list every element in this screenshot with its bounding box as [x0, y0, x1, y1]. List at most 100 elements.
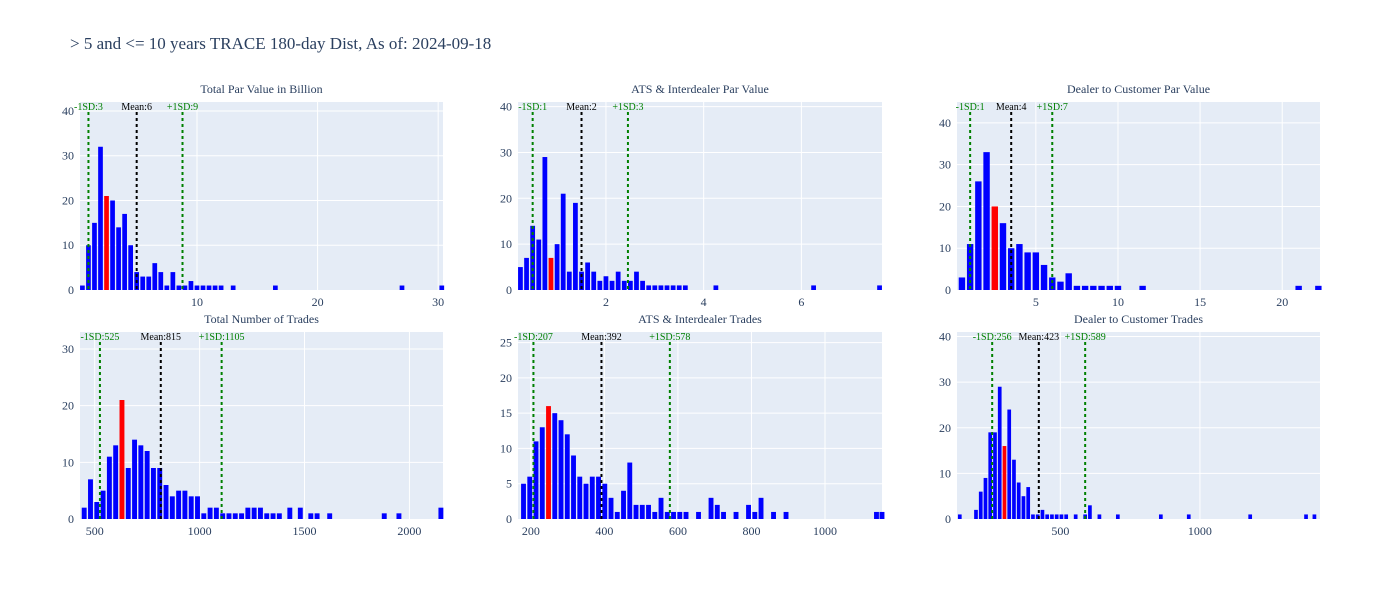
histogram-bar	[1115, 514, 1120, 519]
histogram-bar	[80, 285, 85, 290]
x-tick-label: 1000	[188, 524, 212, 538]
x-tick-label: 500	[1051, 524, 1069, 538]
histogram-bar	[988, 432, 993, 519]
y-tick-label: 10	[500, 237, 512, 251]
chart-panel-4: 0 10 20 30 500 1000 1500 2000 -1SD:525 Mean:815 +1…	[62, 312, 444, 538]
x-tick-label: 10	[1112, 295, 1124, 309]
subplot-title: Total Par Value in Billion	[200, 82, 322, 96]
histogram-bar	[86, 245, 91, 290]
histogram-bar	[287, 507, 293, 519]
histogram-bar	[974, 509, 978, 519]
histogram-bar	[999, 223, 1007, 290]
histogram-bar	[396, 513, 402, 519]
histogram-bar	[533, 441, 539, 519]
y-tick-label: 20	[939, 421, 951, 435]
sd-label: -1SD:256	[973, 332, 1012, 343]
histogram-bar	[1114, 285, 1122, 290]
sd-label: +1SD:9	[167, 102, 198, 113]
histogram-bar	[539, 427, 545, 519]
x-tick-label: 15	[1194, 295, 1206, 309]
histogram-bar	[150, 468, 156, 519]
y-tick-label: 20	[62, 399, 74, 413]
histogram-bar	[1073, 514, 1078, 519]
highlight-bar	[991, 206, 998, 290]
histogram-bar	[746, 504, 751, 519]
histogram-bar	[682, 285, 688, 290]
histogram-bar	[758, 497, 764, 519]
y-tick-label: 30	[62, 342, 74, 356]
histogram-bar	[771, 511, 776, 519]
x-tick-label: 500	[86, 524, 104, 538]
histogram-bar	[1106, 285, 1113, 290]
histogram-bar	[1065, 273, 1072, 290]
y-tick-label: 40	[939, 116, 951, 130]
histogram-bar	[585, 262, 591, 290]
histogram-bar	[1012, 459, 1016, 519]
histogram-bar	[1248, 514, 1253, 519]
histogram-bar	[696, 511, 701, 519]
y-tick-label: 10	[62, 238, 74, 252]
y-tick-label: 30	[939, 375, 951, 389]
histogram-bar	[213, 507, 219, 519]
histogram-bar	[639, 504, 645, 519]
y-tick-label: 0	[506, 512, 512, 526]
histogram-bar	[188, 496, 194, 519]
mean-label: Mean:2	[566, 102, 597, 113]
subplot-title: Dealer to Customer Trades	[1074, 312, 1203, 326]
histogram-bar	[683, 511, 689, 519]
highlight-bar	[104, 196, 109, 290]
histogram-bar	[138, 445, 144, 519]
x-tick-label: 4	[701, 295, 707, 309]
histogram-bar	[676, 285, 682, 290]
histogram-bar	[106, 456, 112, 519]
histogram-bar	[220, 513, 226, 519]
x-tick-label: 20	[1276, 295, 1288, 309]
histogram-bar	[1016, 482, 1021, 519]
histogram-bar	[230, 285, 236, 290]
histogram-bar	[621, 280, 627, 290]
histogram-bar	[92, 222, 97, 290]
histogram-bar	[438, 507, 444, 519]
plot-background	[518, 102, 882, 290]
histogram-bar	[664, 511, 670, 519]
histogram-bar	[658, 497, 664, 519]
histogram-bar	[81, 507, 87, 519]
x-tick-label: 400	[595, 524, 613, 538]
histogram-bar	[1073, 285, 1081, 290]
histogram-bar	[245, 507, 251, 519]
histogram-bar	[169, 496, 175, 519]
x-tick-label: 1000	[813, 524, 837, 538]
histogram-bar	[1032, 252, 1040, 290]
histogram-bar	[633, 504, 639, 519]
histogram-bar	[264, 513, 270, 519]
histogram-bar	[125, 468, 131, 519]
histogram-bar	[1016, 244, 1023, 290]
histogram-bar	[664, 285, 670, 290]
histogram-bar	[1050, 514, 1054, 519]
x-tick-label: 10	[191, 295, 203, 309]
histogram-bar	[206, 285, 212, 290]
histogram-bar	[1035, 514, 1040, 519]
histogram-bar	[1031, 514, 1035, 519]
plot-background	[80, 102, 443, 290]
x-tick-label: 2000	[397, 524, 421, 538]
sd-label: -1SD:525	[80, 332, 119, 343]
histogram-bar	[966, 244, 974, 290]
chart-panel-6: 0 10 20 30 40 500 1000 -1SD:256 Mean:423 +1SD:589…	[939, 312, 1320, 538]
histogram-bar	[752, 511, 758, 519]
histogram-bar	[554, 244, 560, 290]
histogram-bar	[560, 193, 566, 290]
histogram-bar	[132, 439, 138, 519]
sd-label: +1SD:7	[1037, 102, 1068, 113]
plot-background	[957, 332, 1320, 519]
histogram-bar	[1057, 281, 1064, 290]
y-tick-label: 25	[500, 336, 512, 350]
histogram-bar	[1045, 514, 1050, 519]
histogram-bar	[573, 202, 578, 290]
histogram-bar	[646, 285, 652, 290]
histogram-bar	[1049, 277, 1056, 290]
x-tick-label: 200	[522, 524, 540, 538]
histogram-bar	[314, 513, 320, 519]
histogram-bar	[552, 413, 558, 519]
